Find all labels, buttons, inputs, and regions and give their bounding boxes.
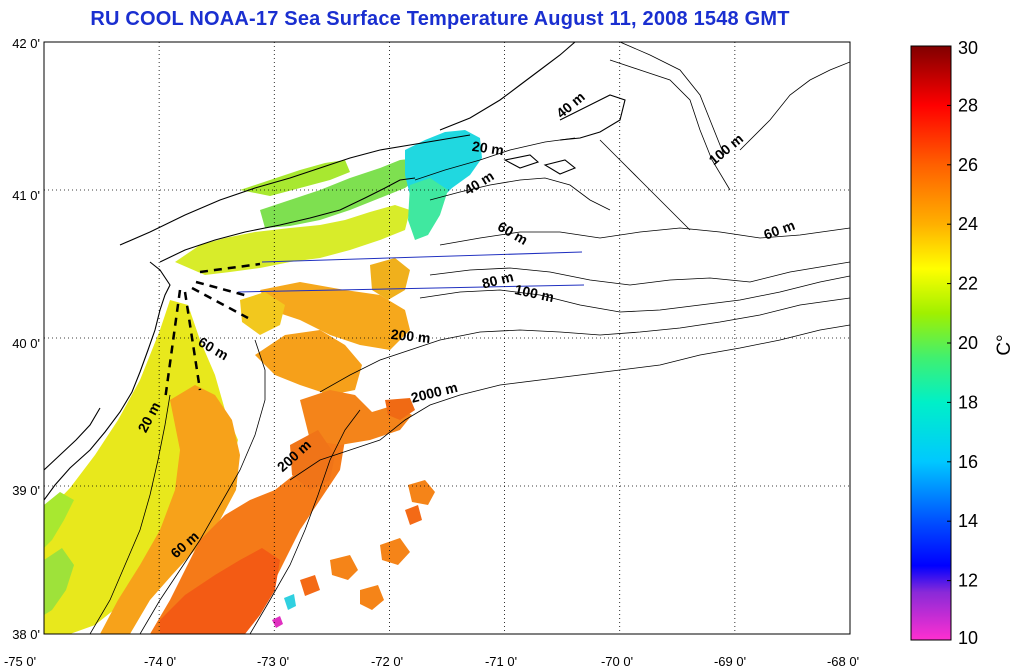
contour-gom (739, 61, 850, 151)
colorbar-tick-label: 18 (958, 392, 978, 412)
sst-patch-central-4 (290, 430, 335, 490)
lon-label-75: -75 0' (4, 654, 36, 669)
colorbar-ticks: 10 12 14 16 18 20 22 24 26 28 30 (947, 38, 978, 648)
lat-label-41: 41 0' (12, 188, 40, 203)
contour-60m-south (139, 339, 266, 634)
lon-label-73: -73 0' (257, 654, 289, 669)
bathymetry-layer (89, 42, 850, 634)
track-line-1 (261, 251, 583, 263)
ma-coastline (439, 42, 576, 131)
sst-patch-central-3 (260, 282, 410, 350)
sst-patch-ny-bight (240, 292, 285, 335)
sst-data-layer (44, 130, 482, 634)
depth-label: 200 m (390, 326, 431, 346)
colorbar-tick-label: 24 (958, 214, 978, 234)
colorbar-tick-label: 28 (958, 95, 978, 115)
colorbar: 10 12 14 16 18 20 22 24 26 28 30 C° (910, 38, 1015, 648)
coastline-layer (44, 42, 626, 501)
lon-label-69: -69 0' (714, 654, 746, 669)
track-line-2 (237, 284, 585, 293)
depth-label: 80 m (480, 268, 515, 291)
contour-200m (319, 297, 850, 393)
sst-patch-central-2 (300, 390, 412, 445)
dashed-transect-4 (195, 280, 249, 298)
sst-patch-magenta (272, 616, 283, 628)
colorbar-gradient (910, 45, 952, 641)
sst-patch-central-1 (255, 330, 362, 395)
map-frame (43, 41, 851, 635)
contour-100m (419, 275, 850, 313)
colorbar-tick-label: 30 (958, 38, 978, 58)
ct-coastline (119, 134, 471, 246)
sst-patch-red-offshore (385, 398, 415, 420)
lon-label-71: -71 0' (485, 654, 517, 669)
contour-20m-nj (89, 394, 171, 634)
lat-label-42: 42 0' (12, 36, 40, 51)
sst-patch-ri-teal (408, 178, 448, 240)
sst-patch-blob-5 (405, 505, 422, 525)
sst-patch-mid-shelf (100, 385, 240, 634)
sst-patch-nj-green-2 (44, 548, 74, 615)
nj-coastline (44, 261, 171, 501)
li-coastline (159, 177, 416, 263)
dashed-transect-5 (199, 262, 261, 274)
colorbar-tick-label: 14 (958, 511, 978, 531)
cape-cod (559, 94, 626, 141)
lon-label-68: -68 0' (827, 654, 859, 669)
nantucket (543, 159, 577, 175)
sst-patch-blob-6 (300, 575, 320, 596)
contour-canyon-1 (599, 139, 691, 231)
contour-canyon-2 (609, 59, 731, 191)
sst-patch-outer-shelf (150, 430, 345, 634)
contour-200m-south (249, 409, 361, 634)
lon-axis: -75 0' -74 0' -73 0' -72 0' -71 0' -70 0… (4, 654, 859, 669)
sst-patch-nj-green (44, 492, 74, 548)
sst-patch-red-south (160, 548, 280, 634)
lon-label-72: -72 0' (371, 654, 403, 669)
colorbar-tick-label: 20 (958, 333, 978, 353)
lat-label-40: 40 0' (12, 336, 40, 351)
lon-label-70: -70 0' (601, 654, 633, 669)
colorbar-tick-label: 16 (958, 452, 978, 472)
dashed-transects (163, 262, 261, 401)
colorbar-tick-label: 10 (958, 628, 978, 648)
sst-patch-li-shelf (175, 205, 410, 275)
dashed-transect-3 (191, 286, 249, 320)
contour-80m (429, 261, 850, 286)
sst-patch-nj-coastal (44, 300, 238, 634)
delaware-coast (44, 407, 101, 471)
contour-20m-north (414, 137, 576, 181)
sst-patch-li-green (260, 158, 422, 228)
lat-label-38: 38 0' (12, 627, 40, 642)
depth-label: 20 m (471, 138, 505, 158)
contour-60m (439, 227, 850, 246)
colorbar-unit-label: C° (994, 334, 1015, 355)
marthas-vineyard (503, 154, 540, 169)
sst-patch-cyan-south (284, 594, 296, 610)
lat-axis: 38 0' 39 0' 40 0' 41 0' 42 0' (12, 36, 40, 642)
colorbar-tick-label: 26 (958, 155, 978, 175)
contour-40m-north (429, 177, 611, 211)
sst-patch-blob-4 (360, 585, 384, 610)
map-title: RU COOL NOAA-17 Sea Surface Temperature … (90, 8, 790, 30)
track-lines (237, 251, 585, 293)
colorbar-tick-label: 12 (958, 571, 978, 591)
sst-patch-sound (240, 160, 350, 196)
lon-label-74: -74 0' (144, 654, 176, 669)
lat-label-39: 39 0' (12, 483, 40, 498)
contour-canyon-3 (619, 42, 725, 156)
contour-2000m (289, 324, 850, 481)
grid-lines (44, 42, 850, 634)
colorbar-tick-label: 22 (958, 274, 978, 294)
dashed-transect-2 (183, 291, 202, 391)
sst-patch-blob-3 (330, 555, 358, 580)
dashed-transect-1 (163, 289, 182, 401)
sst-patch-blob-2 (380, 538, 410, 565)
